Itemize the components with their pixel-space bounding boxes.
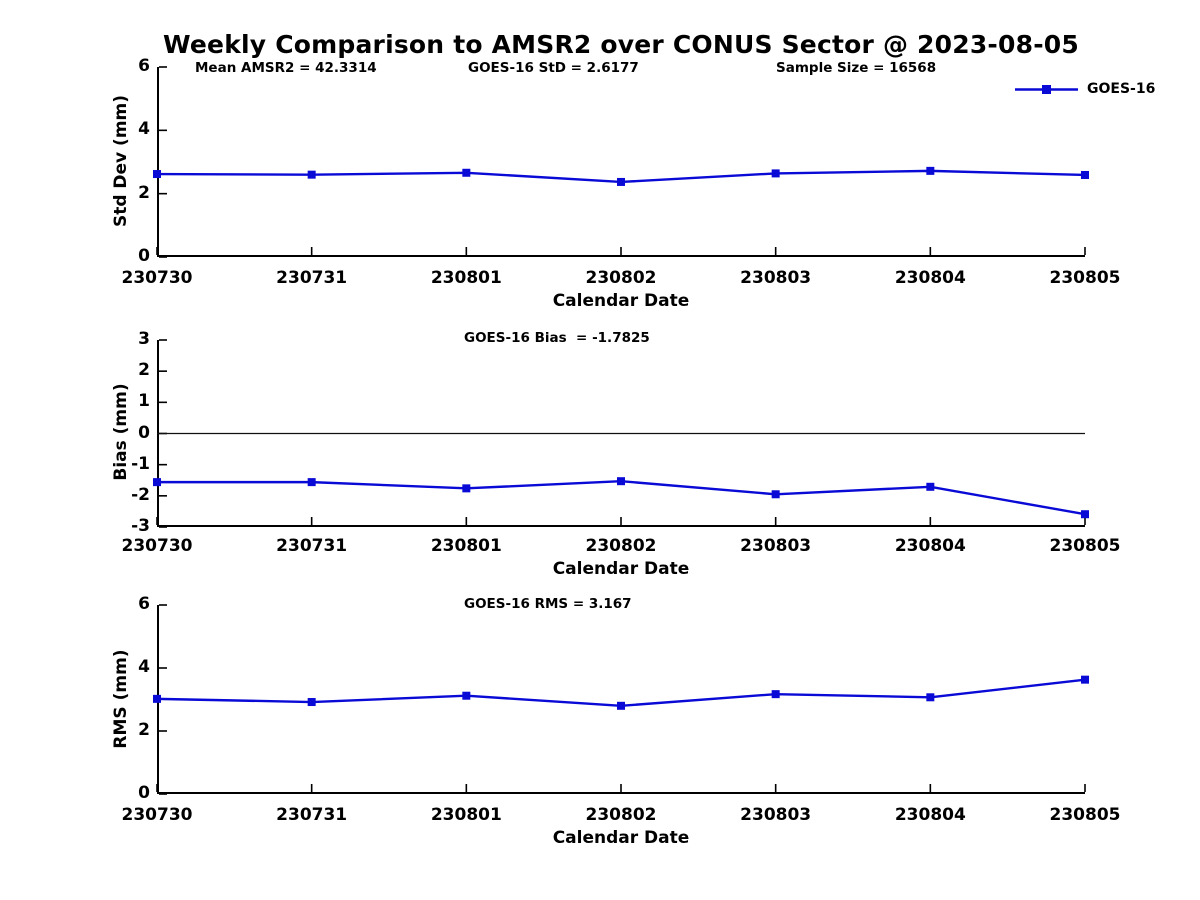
annotation-goes16-rms: GOES-16 RMS = 3.167 (464, 596, 632, 612)
x-tick-label: 230805 (1049, 536, 1121, 556)
x-tick-label: 230802 (585, 805, 657, 825)
annotation-sample-size: Sample Size = 16568 (776, 60, 937, 76)
y-tick-label: 4 (138, 657, 150, 677)
x-tick-label: 230730 (121, 268, 193, 288)
x-tick-label: 230801 (430, 805, 502, 825)
x-tick-label: 230802 (585, 268, 657, 288)
y-tick-label: 2 (138, 720, 150, 740)
x-tick-label: 230802 (585, 536, 657, 556)
y-tick-label: 6 (138, 56, 150, 76)
x-tick-label: 230801 (430, 268, 502, 288)
x-tick-label: 230731 (276, 536, 348, 556)
stddev-plot (153, 66, 1089, 258)
x-tick-label: 230805 (1049, 805, 1121, 825)
x-axis-label-stddev: Calendar Date (552, 291, 690, 311)
x-tick-label: 230801 (430, 536, 502, 556)
x-tick-label: 230804 (894, 268, 966, 288)
x-tick-label: 230803 (740, 268, 812, 288)
x-tick-label: 230804 (894, 805, 966, 825)
x-tick-label: 230731 (276, 268, 348, 288)
y-tick-label: 2 (138, 360, 150, 381)
legend-line-sample (1015, 84, 1078, 94)
x-tick-label: 230731 (276, 805, 348, 825)
y-tick-label: 4 (138, 119, 150, 140)
legend: GOES-16 (1015, 81, 1155, 97)
y-tick-label: 3 (138, 329, 150, 349)
x-axis-label-rms: Calendar Date (552, 828, 690, 848)
y-tick-label: -3 (131, 516, 150, 536)
y-tick-label: 0 (138, 246, 150, 266)
y-tick-label: 0 (138, 422, 150, 443)
y-axis-label-stddev: Std Dev (mm) (111, 94, 131, 228)
x-tick-label: 230804 (894, 536, 966, 556)
x-tick-label: 230730 (121, 805, 193, 825)
annotation-goes16-bias: GOES-16 Bias = -1.7825 (464, 330, 650, 346)
x-tick-label: 230803 (740, 536, 812, 556)
annotation-goes16-std: GOES-16 StD = 2.6177 (468, 60, 639, 76)
legend-label: GOES-16 (1087, 81, 1156, 97)
bias-plot (153, 339, 1089, 528)
y-axis-label-rms: RMS (mm) (111, 649, 131, 749)
x-axis-label-bias: Calendar Date (552, 559, 690, 579)
y-tick-label: 6 (138, 594, 150, 614)
rms-plot (153, 604, 1089, 795)
y-tick-label: -1 (131, 453, 150, 474)
y-tick-label: 0 (138, 783, 150, 803)
annotation-mean-amsr2: Mean AMSR2 = 42.3314 (195, 60, 377, 76)
y-tick-label: 1 (138, 391, 150, 412)
x-tick-label: 230803 (740, 805, 812, 825)
x-tick-label: 230805 (1049, 268, 1121, 288)
figure-title: Weekly Comparison to AMSR2 over CONUS Se… (163, 30, 1079, 59)
y-tick-label: 2 (138, 182, 150, 203)
legend-square-marker (1042, 84, 1051, 94)
y-tick-label: -2 (131, 484, 150, 505)
x-tick-label: 230730 (121, 536, 193, 556)
